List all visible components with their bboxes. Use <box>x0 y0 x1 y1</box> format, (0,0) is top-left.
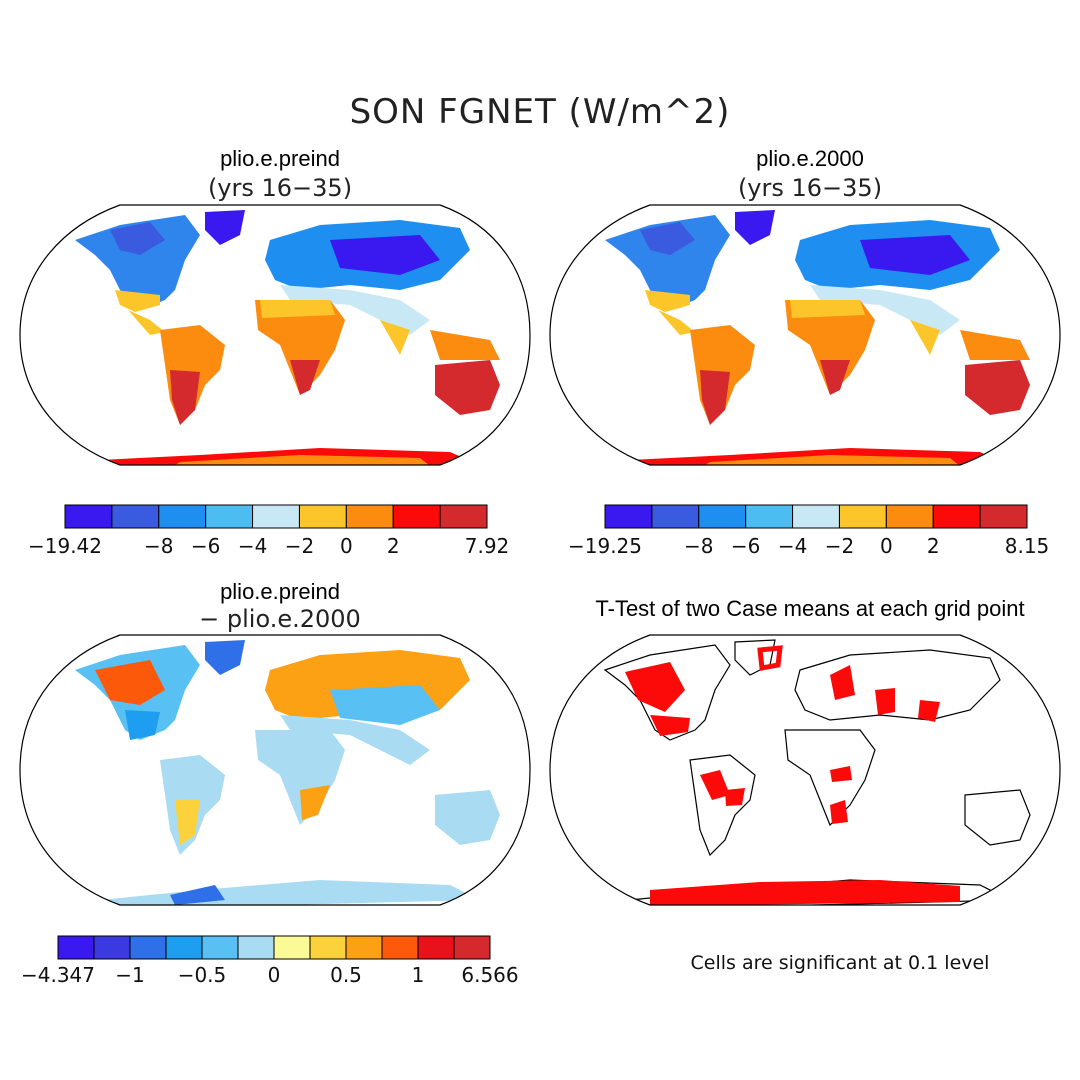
australia <box>435 790 500 845</box>
colorbar-swatch <box>237 935 275 960</box>
south-america <box>160 755 225 855</box>
colorbar-tick-label: −0.5 <box>178 963 227 987</box>
colorbar-swatch <box>381 935 419 960</box>
colorbar-tick-label: −4 <box>778 534 807 558</box>
colorbar-swatch <box>158 504 207 529</box>
colorbar-tick-label: −2 <box>285 534 314 558</box>
map-panel-preind <box>75 210 500 465</box>
asia-south <box>910 320 1030 360</box>
colorbar-swatch <box>309 935 347 960</box>
colorbar-swatch <box>165 935 203 960</box>
australia <box>965 360 1030 415</box>
eurasia <box>265 220 470 335</box>
colorbar-swatch <box>345 935 383 960</box>
colorbar-swatch <box>298 504 347 529</box>
panel-title-diff: plio.e.preind <box>220 579 340 604</box>
colorbar-tick-label: −19.42 <box>28 534 102 558</box>
colorbar-swatch <box>792 504 840 529</box>
map-panel-2000 <box>605 210 1030 465</box>
panel-title-2000: plio.e.2000 <box>756 146 864 171</box>
colorbar-diff: −4.347 −1 −0.5 0 0.5 1 6.566 <box>21 935 519 987</box>
colorbar-swatch <box>439 504 488 529</box>
colorbar-swatch <box>604 504 653 529</box>
colorbar-swatch <box>252 504 300 529</box>
colorbar-tick-label: 0 <box>880 534 893 558</box>
colorbar-swatch <box>453 935 491 960</box>
colorbar-tick-label: −8 <box>144 534 173 558</box>
colorbar-swatch <box>885 504 934 529</box>
colorbar-swatch <box>838 504 887 529</box>
colorbar-swatch <box>64 504 113 529</box>
north-america <box>605 215 730 335</box>
figure-title: SON FGNET (W/m^2) <box>349 92 731 132</box>
colorbar-swatch <box>698 504 747 529</box>
colorbar-preind: −19.42 −8 −6 −4 −2 0 2 7.92 <box>28 504 510 558</box>
colorbar-swatch <box>417 935 455 960</box>
colorbar-tick-label: −4.347 <box>21 963 95 987</box>
colorbar-tick-label: 1 <box>412 963 425 987</box>
colorbar-tick-label: 0 <box>268 963 281 987</box>
north-america <box>75 645 200 740</box>
eurasia <box>795 220 1000 335</box>
colorbar-swatch <box>345 504 394 529</box>
map-frames <box>19 204 1061 906</box>
colorbar-swatch <box>111 504 160 529</box>
greenland <box>205 210 245 245</box>
south-america <box>690 325 755 425</box>
colorbar-tick-label: 7.92 <box>465 534 510 558</box>
colorbar-swatch <box>205 504 254 529</box>
greenland <box>735 210 775 245</box>
panel-subtitle-diff: − plio.e.2000 <box>199 605 361 633</box>
colorbar-tick-label: 2 <box>387 534 400 558</box>
colorbar-tick-label: −2 <box>825 534 854 558</box>
colorbar-tick-label: 8.15 <box>1005 534 1050 558</box>
colorbar-tick-label: −6 <box>731 534 760 558</box>
panel-subtitle-2000: (yrs 16−35) <box>737 174 883 202</box>
colorbar-swatch <box>93 935 131 960</box>
colorbar-swatch <box>129 935 167 960</box>
panel-title-preind: plio.e.preind <box>220 146 340 171</box>
colorbar-swatch <box>979 504 1028 529</box>
colorbar-swatch <box>651 504 700 529</box>
colorbar-2000: −19.25 −8 −6 −4 −2 0 2 8.15 <box>568 504 1050 558</box>
significance-note: Cells are significant at 0.1 level <box>690 952 990 974</box>
colorbar-tick-label: −1 <box>115 963 144 987</box>
australia <box>435 360 500 415</box>
panel-subtitle-preind: (yrs 16−35) <box>207 174 353 202</box>
colorbar-tick-label: 2 <box>927 534 940 558</box>
colorbar-swatch <box>392 504 441 529</box>
colorbar-swatch <box>273 935 311 960</box>
panel-title-ttest: T-Test of two Case means at each grid po… <box>595 596 1025 621</box>
colorbar-tick-label: −19.25 <box>568 534 642 558</box>
map-panel-diff <box>75 640 500 905</box>
colorbar-tick-label: 0 <box>340 534 353 558</box>
africa <box>255 300 345 395</box>
colorbar-swatch <box>932 504 981 529</box>
colorbar-swatch <box>57 935 95 960</box>
map-panel-ttest <box>603 639 1031 905</box>
north-america <box>75 215 200 335</box>
africa <box>785 300 875 395</box>
colorbar-tick-label: −6 <box>191 534 220 558</box>
south-america <box>160 325 225 425</box>
colorbar-tick-label: 6.566 <box>461 963 518 987</box>
colorbar-tick-label: −4 <box>238 534 267 558</box>
colorbar-swatch <box>745 504 794 529</box>
colorbar-tick-label: −8 <box>684 534 713 558</box>
africa <box>255 730 345 825</box>
eurasia <box>265 650 470 765</box>
colorbar-tick-label: 0.5 <box>330 963 362 987</box>
greenland <box>205 640 245 675</box>
significant-cells <box>625 645 960 905</box>
colorbar-swatch <box>201 935 239 960</box>
asia-south <box>380 320 500 360</box>
